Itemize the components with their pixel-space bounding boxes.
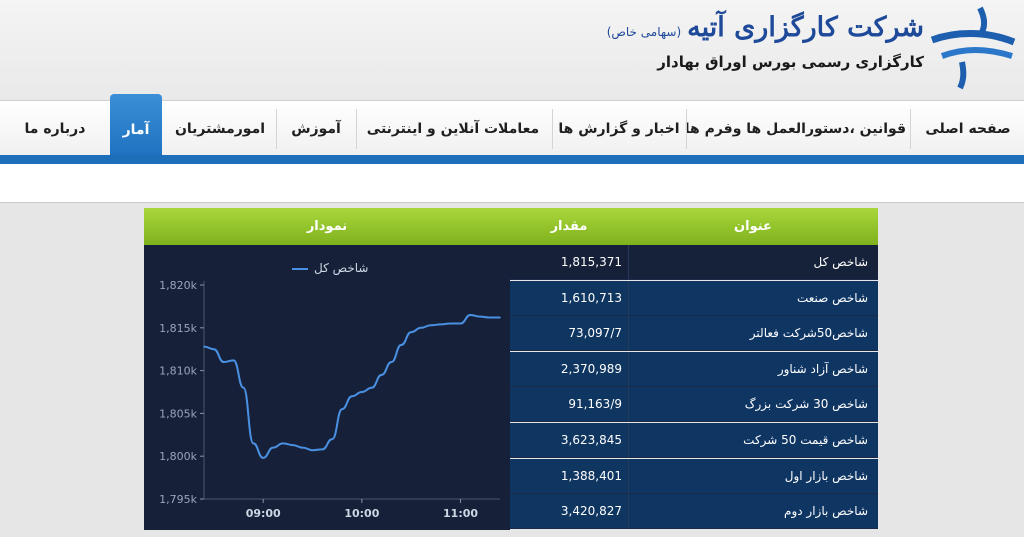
header-value: مقدار: [550, 219, 588, 234]
table-row: 3,420,827 شاخص بازار دوم: [510, 494, 878, 530]
nav-divider: [356, 109, 357, 149]
nav-divider: [276, 109, 277, 149]
row-value: 1,815,371: [510, 245, 628, 280]
content-top-strip: [0, 164, 1024, 203]
data-point: [282, 442, 284, 445]
nav-divider: [686, 109, 687, 149]
chart-plot: 1,795k 1,800k 1,805k 1,810k 1,815k 1,820k 09:0…: [159, 279, 501, 520]
row-title: شاخص بازار اول: [628, 458, 878, 494]
y-tick-label: 1,800k: [159, 450, 197, 463]
data-point: [489, 316, 491, 319]
nav-item-rules[interactable]: قوانین ،دستورالعمل ها وفرم ها: [684, 121, 906, 137]
brand-subtitle: کارگزاری رسمی بورس اوراق بهادار: [657, 53, 924, 71]
data-point: [420, 327, 422, 329]
nav-item-online-trading[interactable]: معاملات آنلاین و اینترنتی: [366, 121, 540, 137]
nav-item-stats[interactable]: آمار: [110, 94, 162, 156]
y-tick-label: 1,820k: [159, 279, 197, 292]
y-tick-label: 1,805k: [159, 407, 197, 420]
nav-item-home[interactable]: صفحه اصلی: [925, 121, 1011, 137]
data-point: [203, 345, 205, 348]
row-value: 91,163/9: [510, 387, 628, 423]
table-row: 1,815,371 شاخص کل: [510, 245, 878, 280]
data-point: [213, 348, 215, 350]
chart-legend: شاخص کل: [314, 261, 369, 275]
nav-divider: [552, 109, 553, 149]
x-tick-label: 11:00: [443, 507, 478, 520]
header-title: عنوان: [734, 219, 772, 234]
nav-item-customers[interactable]: امورمشتریان: [174, 121, 266, 137]
data-point: [222, 361, 225, 363]
row-title: شاخص صنعت: [628, 280, 878, 316]
data-point: [262, 457, 264, 459]
data-point: [390, 361, 393, 363]
nav-underline-bar: [0, 155, 1024, 164]
row-value: 3,420,827: [510, 494, 628, 530]
data-point: [430, 324, 432, 327]
brand-title: شرکت کارگزاری آتیه (سهامی خاص): [607, 12, 924, 43]
x-tick-label: 10:00: [344, 507, 379, 520]
data-point: [380, 374, 383, 376]
data-point: [311, 449, 314, 452]
row-value: 1,610,713: [510, 280, 628, 316]
y-tick-label: 1,810k: [159, 365, 197, 378]
row-title: شاخص آزاد شناور: [628, 351, 878, 387]
data-point: [361, 391, 363, 393]
data-point: [232, 359, 235, 362]
row-title: شاخص کل: [628, 245, 878, 280]
data-point: [321, 448, 324, 451]
row-title: شاخص بازار دوم: [628, 494, 878, 530]
data-point: [479, 315, 482, 318]
legend-line-marker: [292, 268, 308, 270]
table-row: 73,097/7 شاخص50شرکت فعالتر: [510, 316, 878, 352]
data-point: [331, 438, 334, 440]
data-point: [272, 446, 274, 449]
data-point: [499, 316, 501, 319]
main-nav: صفحه اصلی قوانین ،دستورالعمل ها وفرم ها …: [0, 100, 1024, 156]
table-row: 3,623,845 شاخص قیمت 50 شرکت: [510, 423, 878, 458]
brand-note: (سهامی خاص): [606, 25, 682, 39]
market-index-table: نمودار مقدار عنوان شاخص کل 1,795k 1,800k 1…: [144, 208, 878, 530]
y-tick-label: 1,795k: [159, 493, 197, 506]
nav-item-education[interactable]: آموزش: [291, 121, 341, 137]
header-chart: نمودار: [306, 219, 348, 234]
data-point: [252, 442, 255, 445]
nav-divider: [910, 109, 911, 149]
data-point: [341, 408, 343, 410]
data-point: [242, 386, 245, 389]
data-point: [469, 314, 472, 316]
row-value: 73,097/7: [510, 316, 628, 352]
data-point: [301, 446, 304, 449]
index-chart: شاخص کل 1,795k 1,800k 1,805k 1,810k 1,815k 1,…: [144, 245, 510, 530]
brand-name: شرکت کارگزاری آتیه: [687, 12, 924, 43]
row-title: شاخص50شرکت فعالتر: [628, 316, 878, 352]
row-title: شاخص قیمت 50 شرکت: [628, 423, 878, 458]
row-value: 3,623,845: [510, 423, 628, 458]
data-point: [370, 386, 373, 389]
data-point: [292, 444, 294, 446]
y-tick-label: 1,815k: [159, 322, 197, 335]
wave-logo-icon: [930, 6, 1016, 90]
table-row: 2,370,989 شاخص آزاد شناور: [510, 351, 878, 387]
data-point: [440, 323, 442, 326]
x-tick-label: 09:00: [246, 507, 281, 520]
nav-item-news[interactable]: اخبار و گزارش ها: [558, 121, 680, 137]
data-point: [459, 322, 462, 325]
table-row: 1,388,401 شاخص بازار اول: [510, 458, 878, 494]
site-header: شرکت کارگزاری آتیه (سهامی خاص) کارگزاری ر…: [0, 0, 1024, 100]
table-body: 1,815,371 شاخص کل 1,610,713 شاخص صنعت 73,097…: [510, 245, 878, 530]
data-point: [351, 395, 353, 398]
nav-item-about[interactable]: درباره ما: [24, 121, 86, 137]
data-point: [410, 331, 413, 333]
table-row: 1,610,713 شاخص صنعت: [510, 280, 878, 316]
table-row: 91,163/9 شاخص 30 شرکت بزرگ: [510, 387, 878, 423]
series-line: [203, 313, 500, 459]
row-value: 2,370,989: [510, 351, 628, 387]
row-title: شاخص 30 شرکت بزرگ: [628, 387, 878, 423]
row-value: 1,388,401: [510, 458, 628, 494]
table-header: نمودار مقدار عنوان: [144, 208, 878, 245]
data-point: [449, 322, 452, 325]
data-point: [400, 344, 403, 346]
